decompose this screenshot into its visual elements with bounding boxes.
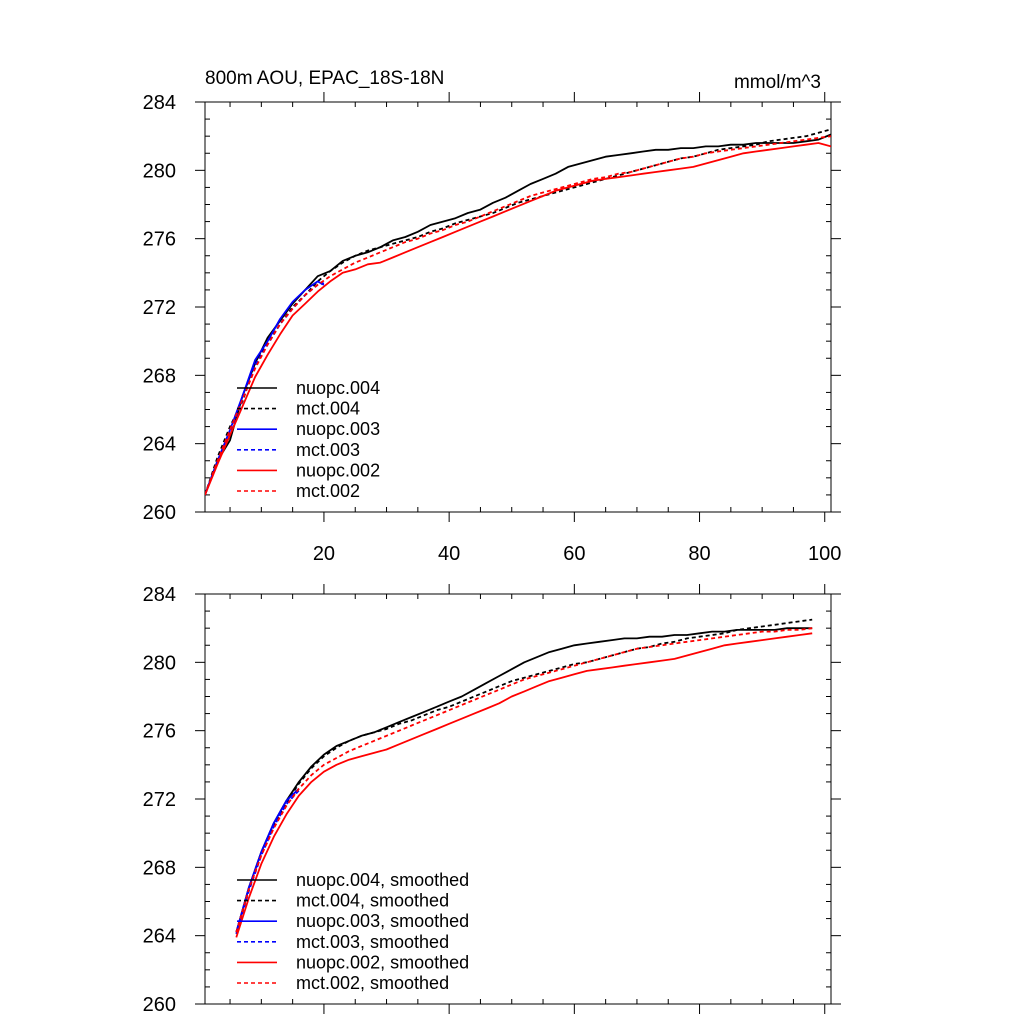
y-tick-label: 268 — [143, 365, 176, 387]
x-tick-label: 20 — [313, 543, 335, 565]
series-line-nuopc-004 — [205, 133, 831, 496]
legend-label: nuopc.004 — [296, 378, 380, 398]
y-tick-label: 260 — [143, 994, 176, 1016]
y-tick-label: 276 — [143, 229, 176, 251]
bottom-panel: 260 264 268 272 276 280 284 nuopc.004, smoothed… — [143, 584, 841, 1016]
legend-label: mct.003, smoothed — [296, 932, 449, 952]
x-tick-label: 40 — [438, 543, 460, 565]
series-line-mct-003-smoothed — [235, 789, 300, 935]
legend-label: nuopc.003, smoothed — [296, 911, 469, 931]
y-tick-label: 276 — [143, 721, 176, 743]
x-tick-label: 100 — [808, 543, 841, 565]
y-tick-label: 268 — [143, 857, 176, 879]
legend-label: mct.002, smoothed — [296, 973, 449, 993]
series-line-mct-002 — [205, 135, 831, 496]
units-label: mmol/m^3 — [734, 72, 821, 93]
series-line-nuopc-002 — [205, 142, 831, 496]
legend: nuopc.004mct.004nuopc.003mct.003nuopc.00… — [237, 378, 380, 501]
legend-label: nuopc.002, smoothed — [296, 952, 469, 972]
y-tick-label: 260 — [143, 502, 176, 524]
top-panel: 20 40 60 80 100 260 264 268 272 276 280 284 800m AOU… — [143, 68, 842, 565]
series-group — [205, 128, 831, 496]
y-tick-label: 280 — [143, 652, 176, 674]
legend-label: mct.003 — [296, 440, 360, 460]
y-tick-label: 280 — [143, 160, 176, 182]
legend-label: mct.004 — [296, 399, 360, 419]
legend-label: nuopc.002 — [296, 460, 380, 480]
series-line-mct-004-smoothed — [235, 618, 813, 933]
series-line-nuopc-002-smoothed — [235, 632, 813, 938]
x-tick-label: 80 — [688, 543, 710, 565]
y-tick-label: 264 — [143, 434, 176, 456]
y-tick-label: 264 — [143, 926, 176, 948]
x-tick-label: 60 — [563, 543, 585, 565]
series-line-nuopc-004-smoothed — [235, 627, 813, 933]
y-tick-label: 272 — [143, 297, 176, 319]
series-group — [235, 618, 813, 938]
y-tick-label: 272 — [143, 789, 176, 811]
y-tick-label: 284 — [143, 584, 176, 606]
y-tick-label: 284 — [143, 92, 176, 114]
legend-label: mct.004, smoothed — [296, 891, 449, 911]
chart-title: 800m AOU, EPAC_18S-18N — [205, 68, 444, 89]
legend-label: mct.002 — [296, 481, 360, 501]
legend-label: nuopc.004, smoothed — [296, 870, 469, 890]
legend-label: nuopc.003 — [296, 419, 380, 439]
